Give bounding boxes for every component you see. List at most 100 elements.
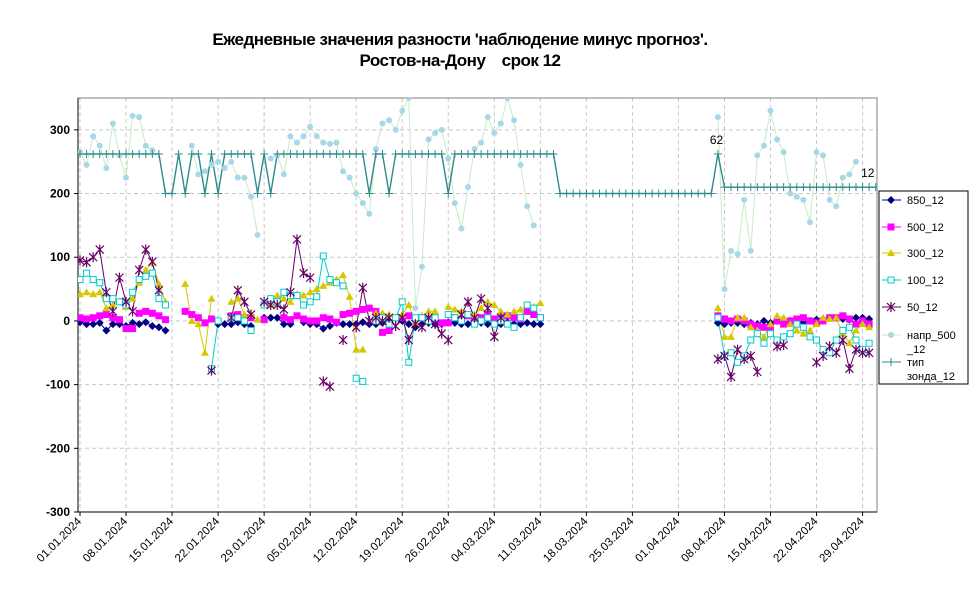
point-тип-зонда_12 bbox=[154, 150, 163, 159]
legend-marker bbox=[888, 332, 894, 338]
point-50_12 bbox=[141, 244, 151, 255]
point-300_12 bbox=[766, 320, 775, 328]
x-tick-label: 18.03.2024 bbox=[541, 515, 591, 565]
point-напр_500_12 bbox=[464, 184, 471, 191]
point-напр_500_12 bbox=[478, 139, 485, 146]
point-напр_500_12 bbox=[511, 117, 518, 124]
point-300_12 bbox=[444, 302, 453, 310]
point-500_12 bbox=[773, 317, 781, 325]
point-50_12 bbox=[207, 365, 216, 376]
point-300_12 bbox=[181, 279, 190, 287]
point-напр_500_12 bbox=[340, 168, 347, 175]
point-50_12 bbox=[134, 264, 144, 275]
point-напр_500_12 bbox=[438, 126, 445, 133]
point-500_12 bbox=[293, 312, 301, 320]
point-50_12 bbox=[838, 335, 848, 346]
chart-title: Ежедневные значения разности 'наблюдение… bbox=[212, 30, 708, 49]
point-напр_500_12 bbox=[188, 142, 195, 149]
point-100_12 bbox=[332, 279, 340, 287]
y-tick-label: -300 bbox=[46, 505, 70, 519]
point-100_12 bbox=[727, 349, 735, 357]
point-300_12 bbox=[299, 291, 308, 299]
point-500_12 bbox=[352, 307, 360, 315]
legend-label: тип bbox=[907, 357, 924, 369]
point-50_12 bbox=[864, 347, 874, 358]
point-50_12 bbox=[292, 234, 302, 245]
x-tick-label: 12.02.2024 bbox=[311, 515, 361, 565]
point-100_12 bbox=[155, 295, 163, 303]
point-850_12 bbox=[227, 320, 236, 329]
point-напр_500_12 bbox=[826, 196, 833, 203]
point-тип-зонда_12 bbox=[444, 189, 453, 198]
x-tick-label: 05.02.2024 bbox=[265, 515, 315, 565]
point-500_12 bbox=[839, 312, 847, 320]
point-850_12 bbox=[266, 313, 275, 322]
point-50_12 bbox=[266, 300, 276, 310]
point-напр_500_12 bbox=[412, 305, 419, 312]
x-tick-label: 26.02.2024 bbox=[403, 515, 453, 565]
x-tick-label: 19.02.2024 bbox=[357, 515, 407, 565]
point-100_12 bbox=[115, 298, 123, 306]
point-50_12 bbox=[713, 354, 723, 365]
point-100_12 bbox=[83, 269, 91, 277]
point-500_12 bbox=[260, 316, 268, 324]
point-50_12 bbox=[305, 272, 315, 283]
point-напр_500_12 bbox=[254, 231, 261, 238]
legend-box bbox=[878, 190, 969, 385]
point-50_12 bbox=[246, 309, 256, 320]
point-напр_500_12 bbox=[386, 117, 393, 124]
point-300_12 bbox=[740, 313, 749, 321]
point-50_12 bbox=[115, 272, 124, 283]
point-500_12 bbox=[286, 316, 294, 324]
point-100_12 bbox=[240, 317, 248, 325]
point-300_12 bbox=[786, 320, 795, 328]
legend-marker bbox=[887, 223, 895, 231]
point-100_12 bbox=[247, 326, 255, 334]
point-тип-зонда_12 bbox=[358, 150, 367, 159]
point-50_12 bbox=[430, 319, 440, 330]
point-100_12 bbox=[503, 320, 511, 328]
point-тип-зонда_12 bbox=[181, 189, 190, 198]
legend-marker bbox=[887, 358, 895, 366]
point-500_12 bbox=[181, 307, 189, 315]
point-300_12 bbox=[154, 279, 163, 287]
point-300_12 bbox=[805, 326, 814, 334]
point-100_12 bbox=[806, 333, 814, 341]
point-500_12 bbox=[332, 318, 340, 326]
legend-label: 50_12 bbox=[907, 302, 938, 314]
point-500_12 bbox=[806, 317, 814, 325]
point-50_12 bbox=[233, 285, 243, 296]
point-850_12 bbox=[463, 320, 472, 329]
point-500_12 bbox=[793, 315, 801, 323]
point-300_12 bbox=[720, 332, 729, 340]
point-напр_500_12 bbox=[491, 130, 498, 137]
point-300_12 bbox=[851, 326, 860, 334]
point-100_12 bbox=[214, 317, 222, 325]
point-напр_500_12 bbox=[280, 171, 287, 178]
point-50_12 bbox=[358, 282, 368, 293]
point-100_12 bbox=[352, 374, 360, 382]
point-напр_500_12 bbox=[201, 168, 208, 175]
point-напр_500_12 bbox=[228, 158, 235, 165]
point-300_12 bbox=[102, 304, 111, 312]
point-100_12 bbox=[813, 336, 821, 344]
y-tick-label: 0 bbox=[63, 314, 70, 328]
point-100_12 bbox=[753, 330, 761, 338]
point-напр_500_12 bbox=[418, 263, 425, 270]
point-50_12 bbox=[417, 322, 427, 333]
point-50_12 bbox=[325, 381, 335, 392]
point-300_12 bbox=[799, 329, 808, 337]
point-50_12 bbox=[226, 312, 236, 323]
point-напр_500_12 bbox=[195, 171, 202, 178]
point-напр_500_12 bbox=[83, 161, 90, 168]
point-300_12 bbox=[345, 292, 354, 300]
point-300_12 bbox=[483, 297, 492, 305]
x-tick-label: 22.01.2024 bbox=[173, 515, 223, 565]
point-напр_500_12 bbox=[734, 251, 741, 258]
point-50_12 bbox=[720, 350, 729, 361]
point-50_12 bbox=[818, 350, 828, 361]
point-50_12 bbox=[404, 335, 414, 346]
point-напр_500_12 bbox=[320, 139, 327, 146]
x-tick-label: 29.04.2024 bbox=[817, 515, 867, 565]
point-50_12 bbox=[831, 347, 841, 358]
